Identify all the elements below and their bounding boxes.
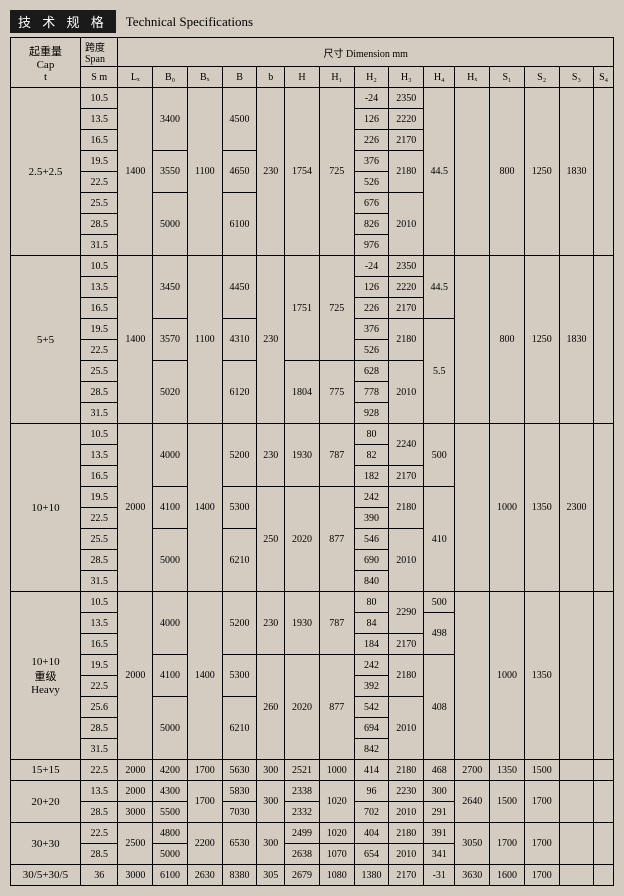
page-title: 技 术 规 格 Technical Specifications: [10, 10, 614, 33]
table-row: 30+3022.52500480022006530300249910204042…: [11, 823, 614, 844]
title-en: Technical Specifications: [126, 14, 253, 30]
spec-table: 起重量Capt 跨度Span 尺寸 Dimension mm S mLₓB₀Bₓ…: [10, 37, 614, 886]
hdr-dim: 尺寸 Dimension mm: [118, 38, 614, 67]
table-row: 2.5+2.510.514003400110045002301754725-24…: [11, 88, 614, 109]
header-row-2: S mLₓB₀BₓBbHH₁H₂H₃H₄HₓS₁S₂S₃S₄: [11, 67, 614, 88]
table-row: 20+2013.52000430017005830300233810209622…: [11, 781, 614, 802]
header-row-1: 起重量Capt 跨度Span 尺寸 Dimension mm: [11, 38, 614, 67]
title-cn: 技 术 规 格: [10, 10, 116, 33]
table-row: 15+1522.52000420017005630300252110004142…: [11, 760, 614, 781]
table-row: 10+10重级Heavy10.5200040001400520023019307…: [11, 592, 614, 613]
hdr-cap: 起重量Capt: [11, 38, 81, 88]
table-row: 5+510.514003450110044502301751725-242350…: [11, 256, 614, 277]
table-row: 30/5+30/53630006100263083803052679108013…: [11, 865, 614, 886]
hdr-span: 跨度Span: [80, 38, 118, 67]
table-row: 10+1010.52000400014005200230193078780224…: [11, 424, 614, 445]
